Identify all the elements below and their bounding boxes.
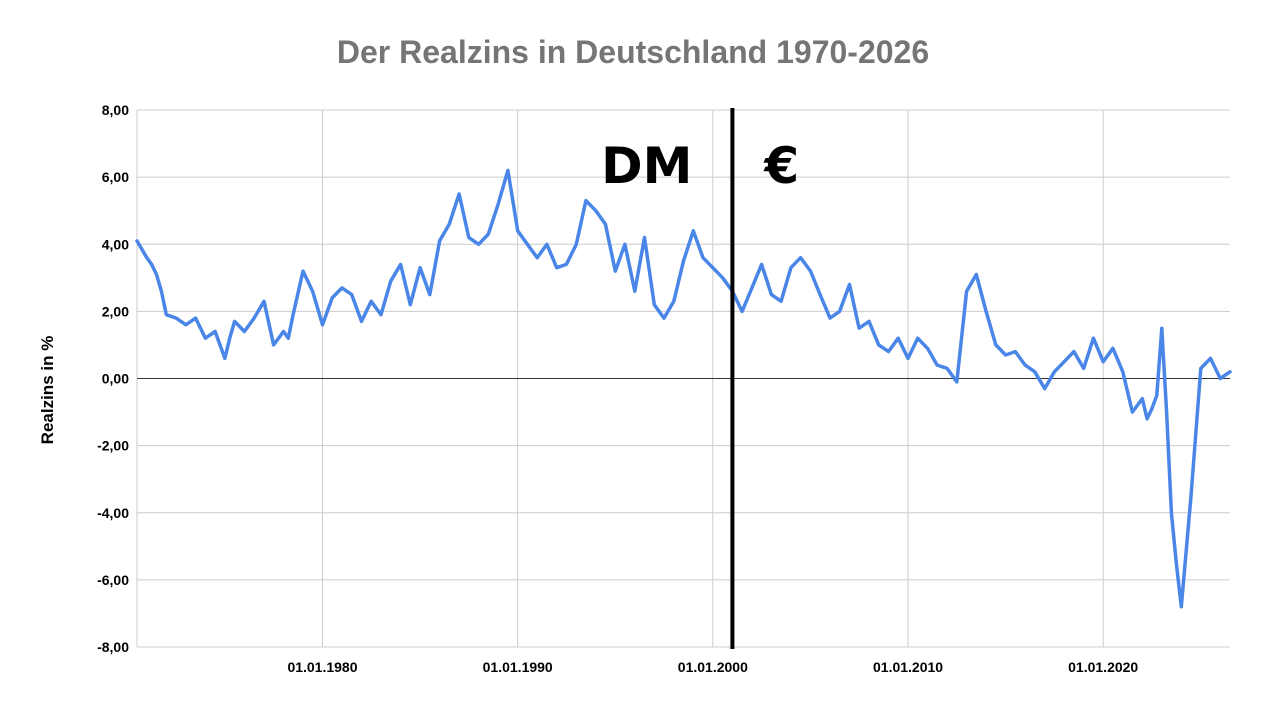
y-tick-label: 0,00	[102, 371, 129, 387]
x-tick-label: 01.01.1990	[483, 659, 553, 675]
x-tick-label: 01.01.1980	[287, 659, 357, 675]
x-tick-labels: 01.01.1980 01.01.1990 01.01.2000 01.01.2010…	[287, 659, 1138, 675]
y-tick-label: -8,00	[97, 639, 129, 655]
x-tick-label: 01.01.2000	[678, 659, 748, 675]
y-tick-label: 6,00	[102, 169, 129, 185]
chart-title: Der Realzins in Deutschland 1970-2026	[336, 34, 930, 70]
x-tick-label: 01.01.2020	[1068, 659, 1138, 675]
y-tick-label: 8,00	[102, 102, 129, 118]
annotation-euro: €	[763, 137, 799, 195]
x-tick-label: 01.01.2010	[873, 659, 943, 675]
series-layer	[135, 168, 1232, 609]
y-tick-label: -2,00	[97, 438, 129, 454]
y-tick-label: -4,00	[97, 505, 129, 521]
y-tick-label: -6,00	[97, 572, 129, 588]
y-tick-label: 2,00	[102, 303, 129, 319]
series-line-realzins	[135, 168, 1232, 609]
y-tick-label: 4,00	[102, 236, 129, 252]
annotations: DM €	[601, 137, 799, 195]
y-tick-labels: 8,00 6,00 4,00 2,00 0,00 -2,00 -4,00 -6,00 -8,00	[97, 102, 129, 655]
annotation-dm: DM	[601, 137, 692, 195]
